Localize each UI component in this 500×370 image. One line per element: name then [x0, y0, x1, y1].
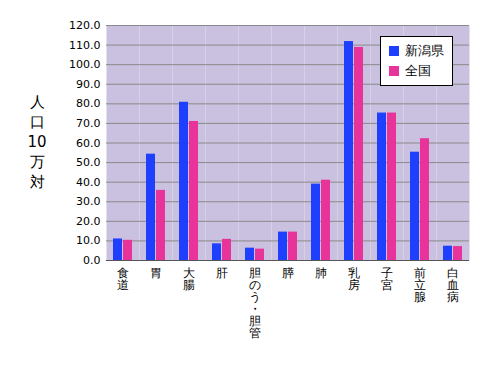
- html-text:口: 口: [29, 113, 45, 131]
- html-text:万: 万: [29, 153, 45, 171]
- svg-text:膵: 膵: [282, 266, 294, 280]
- svg-text:30.0: 30.0: [76, 195, 101, 208]
- svg-text:50.0: 50.0: [76, 156, 101, 169]
- svg-text:乳房: 乳房: [348, 266, 360, 292]
- html-text:対: 対: [29, 173, 45, 191]
- svg-text:90.0: 90.0: [76, 78, 101, 91]
- svg-text:胆のう・胆管: 胆のう・胆管: [249, 266, 261, 340]
- svg-text:食道: 食道: [117, 266, 129, 292]
- svg-text:肝: 肝: [216, 266, 228, 280]
- html-text:10: 10: [27, 133, 47, 151]
- svg-text:白血病: 白血病: [447, 266, 459, 304]
- svg-text:100.0: 100.0: [69, 58, 101, 71]
- svg-text:20.0: 20.0: [76, 215, 101, 228]
- html-text:全国: 全国: [405, 63, 431, 78]
- html-text:人: 人: [29, 93, 45, 111]
- svg-text:60.0: 60.0: [76, 137, 101, 150]
- svg-text:0.0: 0.0: [83, 254, 101, 267]
- svg-text:胃: 胃: [150, 266, 162, 280]
- svg-text:40.0: 40.0: [76, 176, 101, 189]
- svg-text:前立腺: 前立腺: [414, 266, 426, 304]
- svg-text:120.0: 120.0: [69, 19, 101, 32]
- svg-text:肺: 肺: [315, 266, 327, 280]
- svg-text:子宮: 子宮: [381, 266, 393, 292]
- svg-text:110.0: 110.0: [69, 39, 101, 52]
- svg-text:80.0: 80.0: [76, 97, 101, 110]
- svg-text:大腸: 大腸: [183, 266, 195, 292]
- html-text:新潟県: 新潟県: [405, 43, 444, 58]
- svg-text:70.0: 70.0: [76, 117, 101, 130]
- svg-text:10.0: 10.0: [76, 234, 101, 247]
